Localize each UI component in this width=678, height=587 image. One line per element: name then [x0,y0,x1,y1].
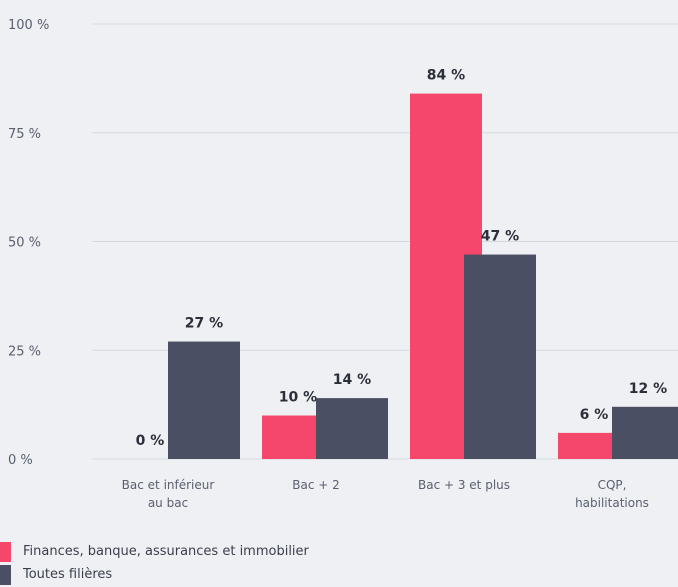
x-tick-label: habilitations [575,496,649,510]
y-tick-label: 75 % [8,127,41,142]
bar-series-2 [464,254,536,459]
x-tick-label: Bac + 2 [292,478,340,492]
y-tick-label: 25 % [8,344,41,359]
x-tick-label: au bac [148,496,188,510]
data-label-series-2: 47 % [481,229,519,245]
data-label-series-1: 84 % [427,68,465,84]
bar-chart: 0 % 25 % 50 % 75 % 100 % 0 % 27 % Bac et inféri… [8,18,678,510]
y-tick-label: 50 % [8,236,41,251]
data-label-series-1: 0 % [136,433,165,449]
y-tick-label: 100 % [8,18,49,33]
x-tick-label: CQP, [598,478,627,492]
bar-series-2 [316,398,388,459]
x-tick-label: Bac et inférieur [122,478,215,492]
legend-item-series-2: Toutes filières [0,563,309,586]
x-tick-label: Bac + 3 et plus [418,478,510,492]
legend-swatch-series-1 [0,541,11,562]
data-label-series-2: 14 % [333,372,371,388]
legend-item-series-1: Finances, banque, assurances et immobili… [0,540,309,563]
legend: Finances, banque, assurances et immobili… [0,540,309,586]
legend-label-series-2: Toutes filières [23,567,113,582]
data-label-series-2: 12 % [629,381,667,397]
data-label-series-2: 27 % [185,316,223,332]
legend-label-series-1: Finances, banque, assurances et immobili… [23,544,309,559]
bar-series-2 [612,406,678,459]
bar-series-2 [168,341,240,459]
data-label-series-1: 6 % [580,407,609,423]
legend-swatch-series-2 [0,564,11,585]
y-tick-label: 0 % [8,453,33,468]
data-label-series-1: 10 % [279,390,317,406]
